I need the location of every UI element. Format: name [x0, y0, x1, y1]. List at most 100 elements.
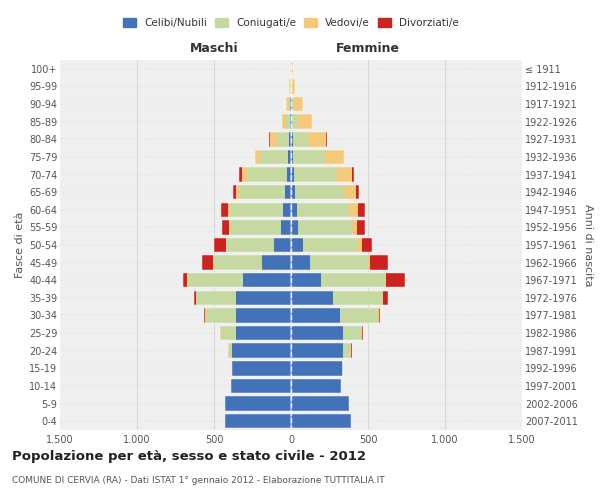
Bar — [292, 62, 293, 76]
Bar — [291, 256, 388, 270]
Bar — [357, 238, 362, 252]
Bar — [368, 256, 370, 270]
Bar — [291, 202, 297, 217]
Bar — [194, 290, 291, 305]
Bar — [292, 97, 294, 112]
Bar — [291, 414, 351, 428]
Bar — [239, 185, 285, 200]
Bar — [277, 132, 289, 146]
Bar — [356, 185, 359, 200]
Bar — [289, 97, 290, 112]
Bar — [194, 290, 196, 305]
Bar — [343, 344, 351, 358]
Bar — [239, 168, 291, 181]
Bar — [291, 238, 302, 252]
Bar — [294, 168, 337, 181]
Bar — [270, 132, 277, 146]
Bar — [281, 220, 291, 234]
Bar — [291, 326, 362, 340]
Bar — [203, 308, 205, 322]
Bar — [334, 290, 383, 305]
Bar — [230, 202, 283, 217]
Bar — [289, 132, 291, 146]
Bar — [291, 168, 355, 181]
Bar — [225, 396, 291, 411]
Bar — [281, 114, 286, 129]
Bar — [291, 396, 349, 411]
Bar — [254, 150, 256, 164]
Bar — [293, 150, 325, 164]
Bar — [206, 308, 236, 322]
Bar — [229, 202, 230, 217]
Bar — [383, 290, 388, 305]
Bar — [231, 378, 291, 393]
Bar — [294, 97, 303, 112]
Bar — [337, 168, 352, 181]
Bar — [291, 308, 380, 322]
Bar — [214, 256, 262, 270]
Bar — [291, 414, 351, 428]
Bar — [291, 114, 311, 129]
Bar — [213, 256, 214, 270]
Bar — [302, 238, 357, 252]
Bar — [291, 202, 365, 217]
Bar — [221, 220, 291, 234]
Bar — [214, 238, 226, 252]
Bar — [291, 238, 372, 252]
Bar — [229, 344, 232, 358]
Bar — [291, 150, 344, 164]
Bar — [205, 308, 206, 322]
Bar — [221, 220, 229, 234]
Bar — [247, 168, 287, 181]
Bar — [221, 202, 229, 217]
Bar — [291, 185, 359, 200]
Bar — [202, 256, 291, 270]
Bar — [291, 168, 294, 181]
Bar — [269, 132, 270, 146]
Bar — [281, 114, 291, 129]
Text: Maschi: Maschi — [190, 42, 238, 54]
Bar — [183, 273, 291, 287]
Bar — [286, 114, 290, 129]
Bar — [286, 97, 291, 112]
Bar — [351, 344, 352, 358]
Bar — [188, 273, 243, 287]
Bar — [291, 132, 293, 146]
Bar — [243, 273, 291, 287]
Bar — [225, 414, 291, 428]
Bar — [229, 220, 230, 234]
Bar — [291, 308, 340, 322]
Bar — [291, 97, 303, 112]
Bar — [274, 238, 291, 252]
Bar — [230, 378, 291, 393]
Bar — [293, 132, 308, 146]
Bar — [295, 185, 344, 200]
Bar — [227, 344, 291, 358]
Bar — [291, 220, 365, 234]
Bar — [232, 361, 291, 376]
Bar — [220, 326, 291, 340]
Bar — [196, 290, 236, 305]
Bar — [378, 308, 379, 322]
Bar — [254, 150, 291, 164]
Bar — [291, 273, 405, 287]
Bar — [291, 62, 293, 76]
Bar — [291, 290, 388, 305]
Bar — [232, 361, 291, 376]
Bar — [202, 256, 213, 270]
Text: COMUNE DI CERVIA (RA) - Dati ISTAT 1° gennaio 2012 - Elaborazione TUTTITALIA.IT: COMUNE DI CERVIA (RA) - Dati ISTAT 1° ge… — [12, 476, 385, 485]
Bar — [298, 114, 311, 129]
Bar — [262, 256, 291, 270]
Bar — [226, 238, 274, 252]
Bar — [290, 114, 291, 129]
Bar — [214, 238, 291, 252]
Bar — [358, 202, 365, 217]
Bar — [310, 256, 368, 270]
Bar — [230, 220, 281, 234]
Bar — [236, 290, 291, 305]
Bar — [290, 97, 291, 112]
Bar — [362, 238, 372, 252]
Bar — [297, 202, 349, 217]
Bar — [291, 273, 321, 287]
Bar — [308, 132, 326, 146]
